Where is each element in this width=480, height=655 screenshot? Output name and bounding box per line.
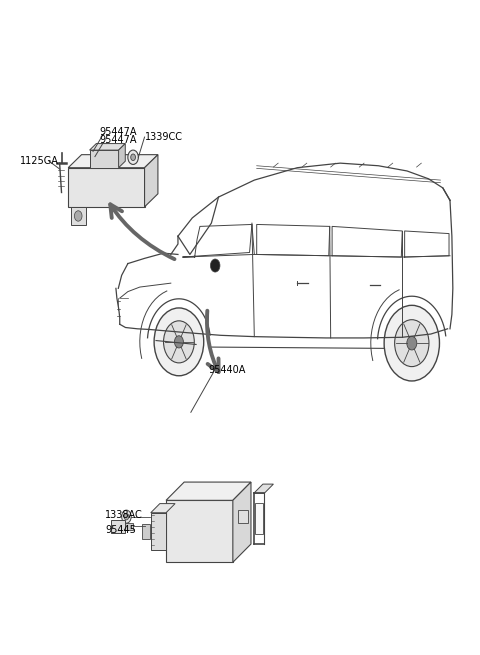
Circle shape [164,321,194,363]
Text: 95445: 95445 [106,525,136,534]
Text: 95440A: 95440A [208,365,245,375]
Circle shape [384,305,440,381]
Polygon shape [166,482,251,500]
Polygon shape [90,150,119,168]
Polygon shape [151,504,175,513]
Circle shape [407,337,417,350]
Text: 95447A: 95447A [99,136,137,145]
Circle shape [128,150,138,164]
Polygon shape [144,155,158,207]
Circle shape [124,514,129,520]
Polygon shape [68,168,144,207]
Polygon shape [238,510,248,523]
Text: 1125GA: 1125GA [20,156,59,166]
Circle shape [131,154,135,160]
Polygon shape [254,484,274,493]
Text: 1339CC: 1339CC [144,132,182,142]
Polygon shape [71,207,86,225]
Polygon shape [68,155,158,168]
Circle shape [154,308,204,376]
Polygon shape [166,500,233,562]
Polygon shape [90,143,125,150]
Polygon shape [151,513,166,550]
Circle shape [74,211,82,221]
Polygon shape [255,504,264,534]
Polygon shape [142,524,150,539]
Text: 95447A: 95447A [99,127,137,137]
Circle shape [395,320,429,367]
Polygon shape [119,143,125,168]
Polygon shape [111,520,125,533]
Circle shape [210,259,220,272]
Circle shape [121,510,131,523]
Polygon shape [125,523,132,531]
Circle shape [174,336,183,348]
Text: 1338AC: 1338AC [106,510,143,520]
Polygon shape [233,482,251,562]
